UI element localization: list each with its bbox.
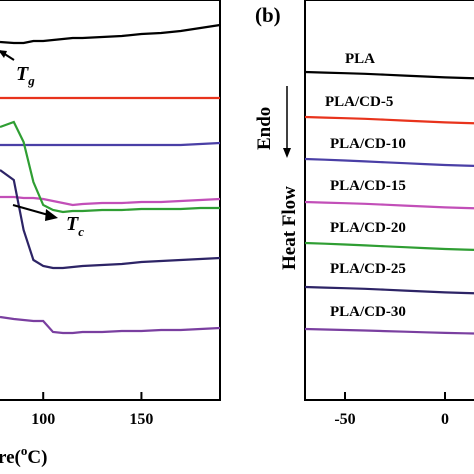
tg-symbol: T [16, 63, 29, 85]
panel-a-series [0, 23, 221, 335]
panel-b: (b) PLA PLA/CD-5 PLA/CD-10 PLA/CD-15 PLA/CD-… [254, 0, 474, 428]
tg-arrowhead [0, 50, 7, 58]
panel-b-series [304, 70, 474, 335]
panel-a-series-line-5 [0, 120, 220, 214]
panel-b-label: (b) [255, 3, 281, 27]
x-title-sup: o [21, 443, 28, 458]
panel-a-x-tick-label-2: 150 [129, 411, 153, 428]
tc-annotation: Tc [12, 204, 84, 239]
panel-b-x-ticks: -50 0 [334, 392, 449, 428]
panel-a-series-line-4 [0, 195, 221, 207]
tg-subscript: g [27, 73, 35, 88]
panel-b-series-line-2 [304, 115, 474, 125]
tc-arrow [12, 204, 53, 217]
endo-arrowhead [283, 148, 291, 158]
tc-symbol: T [66, 213, 79, 235]
panel-a: 100 150 Tg Tc re(oC) [0, 0, 221, 468]
panel-b-y-axis-title: Heat Flow [279, 186, 300, 270]
panel-b-series-line-5 [304, 241, 474, 251]
tg-label: Tg [16, 63, 35, 88]
panel-a-x-tick-label-1: 100 [31, 411, 55, 428]
panel-b-series-line-3 [304, 157, 474, 167]
panel-b-series-label-2: PLA/CD-5 [325, 94, 393, 110]
panel-a-x-ticks: 100 150 [31, 392, 153, 428]
panel-b-x-tick-label-1: -50 [334, 411, 355, 428]
panel-b-series-labels: PLA PLA/CD-5 PLA/CD-10 PLA/CD-15 PLA/CD-20 PL… [325, 51, 406, 320]
panel-b-series-label-6: PLA/CD-25 [330, 261, 406, 277]
panel-b-series-line-7 [304, 327, 474, 335]
panel-a-series-line-6 [0, 169, 221, 270]
x-title-pre: re( [0, 447, 21, 468]
panel-b-series-line-4 [304, 200, 474, 210]
panel-b-series-label-3: PLA/CD-10 [330, 136, 406, 152]
panel-a-series-line-7 [0, 315, 221, 335]
panel-a-series-line-3 [0, 141, 221, 147]
tc-subscript: c [78, 224, 84, 239]
panel-b-x-tick-label-2: 0 [441, 411, 449, 428]
tc-arrowhead [45, 209, 58, 221]
panel-b-series-label-1: PLA [345, 51, 375, 67]
tg-annotation: Tg [0, 50, 35, 88]
panel-b-series-line-6 [304, 285, 474, 295]
endo-label: Endo [254, 107, 275, 150]
tc-label: Tc [66, 213, 84, 239]
panel-a-series-line-1 [0, 23, 221, 45]
panel-b-series-label-5: PLA/CD-20 [330, 220, 406, 236]
panel-b-series-line-1 [304, 70, 474, 80]
panel-b-series-label-7: PLA/CD-30 [330, 304, 406, 320]
panel-b-frame [304, 0, 474, 401]
panel-a-x-axis-title: re(oC) [0, 443, 47, 468]
panel-b-series-label-4: PLA/CD-15 [330, 178, 406, 194]
x-title-post: C) [27, 447, 47, 468]
